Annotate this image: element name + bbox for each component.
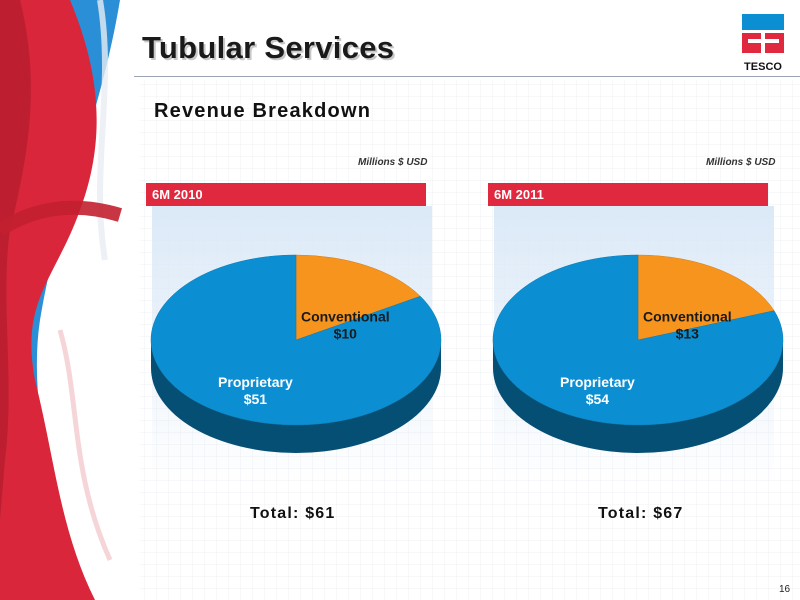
pie-chart-2010: Conventional$10 Proprietary$51 [150,254,442,453]
page-title: Tubular Services [142,30,395,65]
decorative-brush-art [0,0,140,600]
pie-side-wall [493,340,783,453]
page-subtitle: Revenue Breakdown [154,100,372,122]
slice-name-label: Conventional [301,308,390,324]
total-label: Total: $67 [598,505,684,522]
units-label: Millions $ USD [358,157,428,168]
slice-name-label: Proprietary [218,374,293,390]
pie-slice-conventional [295,254,421,341]
logo-text: TESCO [744,61,782,73]
slice-value-label: $51 [244,391,268,407]
pie-slice-proprietary [492,254,784,426]
slice-value-label: $10 [334,325,358,341]
slice-value-label: $54 [586,391,610,407]
pie-slice-proprietary [150,254,442,426]
period-header: 6M 2010 [146,183,426,206]
pie-side-wall [151,340,441,453]
units-label: Millions $ USD [706,157,776,168]
pie-chart-2011: Conventional$13 Proprietary$54 [492,254,784,453]
total-label: Total: $61 [250,505,336,522]
tesco-logo: TESCO [742,14,784,73]
title-divider [134,76,800,77]
page-number: 16 [779,584,791,595]
slice-name-label: Proprietary [560,374,635,390]
slice-name-label: Conventional [643,308,732,324]
period-header: 6M 2011 [488,183,768,206]
slice-value-label: $13 [676,325,700,341]
pie-slice-conventional [637,254,775,341]
